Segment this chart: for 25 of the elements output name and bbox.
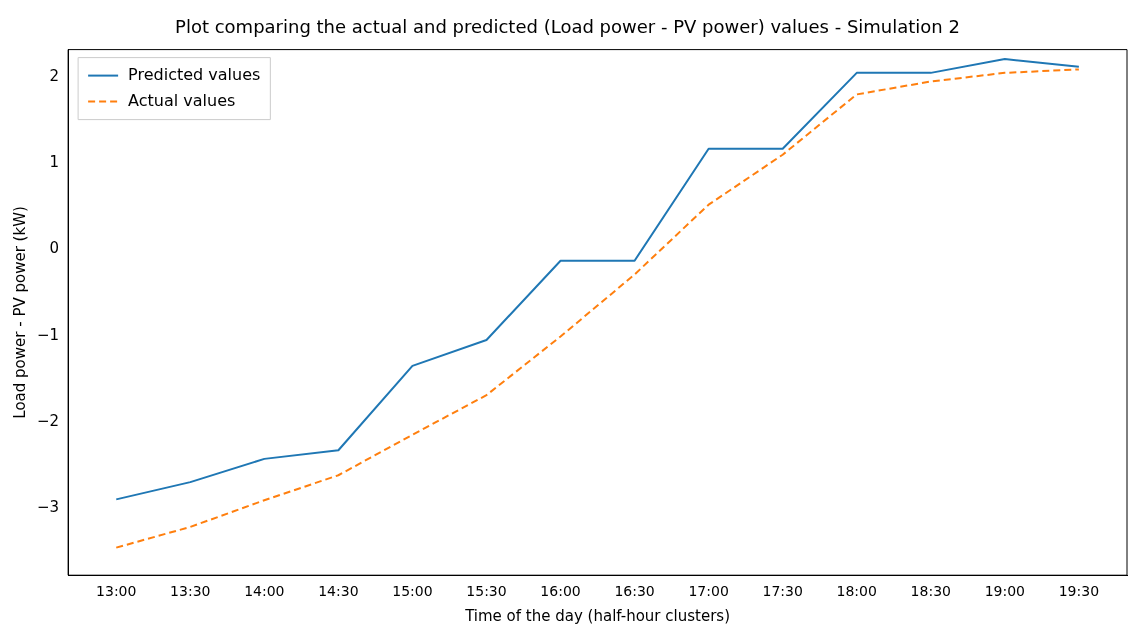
- y-tick-label: 0: [49, 239, 60, 258]
- x-tick-label: 14:00: [244, 583, 285, 600]
- x-tick-label: 15:00: [392, 583, 433, 600]
- chart-title: Plot comparing the actual and predicted (Load power - PV power) values - Simulation 2: [175, 16, 960, 38]
- y-tick-label: −3: [36, 497, 60, 516]
- x-tick-label: 16:30: [614, 583, 655, 600]
- y-tick-label: 1: [49, 153, 60, 172]
- x-tick-label: 18:30: [910, 583, 951, 600]
- y-tick-label: 2: [49, 67, 60, 86]
- x-axis-title: Time of the day (half-hour clusters): [464, 606, 730, 625]
- x-tick-label: 13:30: [170, 583, 211, 600]
- x-tick-label: 18:00: [836, 583, 877, 600]
- legend-label: Actual values: [128, 90, 236, 110]
- y-tick-label: −1: [36, 325, 60, 344]
- x-tick-label: 14:30: [318, 583, 359, 600]
- legend-label: Predicted values: [128, 64, 261, 84]
- x-tick-label: 19:30: [1058, 583, 1100, 600]
- y-tick-label: −2: [36, 411, 60, 430]
- x-tick-label: 17:30: [762, 583, 803, 600]
- y-axis-title: Load power - PV power (kW): [10, 206, 29, 419]
- x-tick-label: 13:00: [96, 583, 137, 600]
- x-tick-label: 19:00: [984, 583, 1025, 600]
- x-tick-label: 15:30: [466, 583, 507, 600]
- x-tick-label: 16:00: [540, 583, 581, 600]
- x-tick-label: 17:00: [688, 583, 729, 600]
